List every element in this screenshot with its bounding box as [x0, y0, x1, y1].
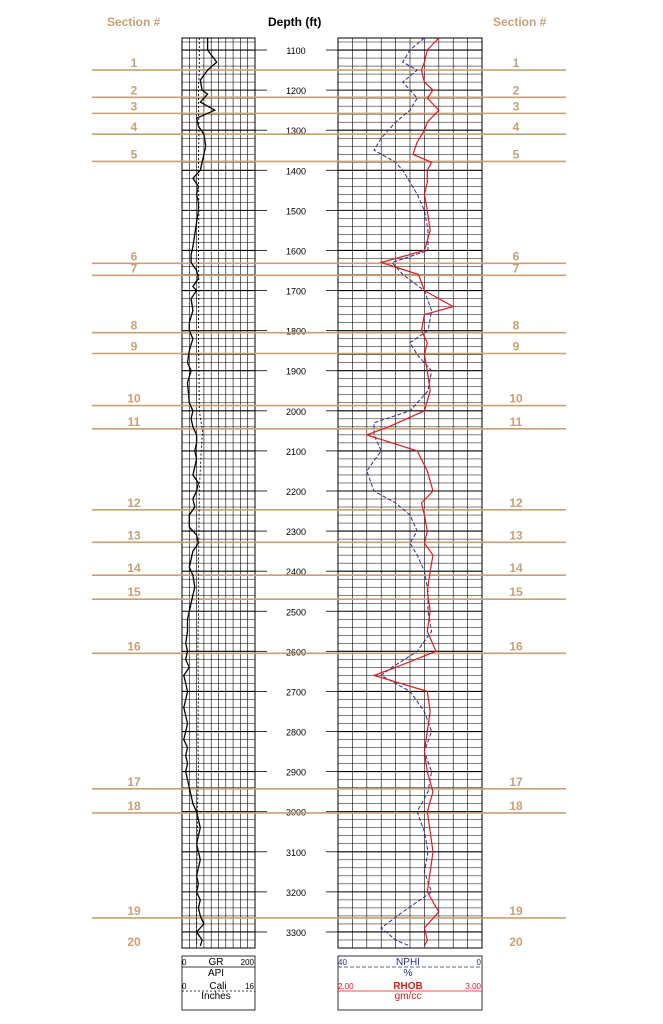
section-label-right-12: 12: [509, 496, 523, 510]
rhob-left-label: 2.00: [338, 982, 354, 991]
nphi-left-label: 40: [338, 958, 347, 967]
cali-min-label: 0: [182, 982, 187, 991]
section-label-left-11: 11: [128, 415, 141, 429]
section-label-left-14: 14: [127, 561, 141, 575]
section-label-right-18: 18: [509, 799, 523, 813]
depth-tick-label: 3100: [286, 848, 306, 858]
section-label-right-5: 5: [513, 147, 520, 161]
depth-tick-label: 1400: [286, 166, 306, 176]
depth-tick-label: 1500: [286, 206, 306, 216]
depth-tick-label: 2700: [286, 687, 306, 697]
depth-tick-label: 1700: [286, 287, 306, 297]
section-header-right: Section #: [493, 15, 547, 29]
section-label-left-9: 9: [131, 339, 138, 353]
section-label-right-4: 4: [513, 120, 520, 134]
depth-tick-label: 1600: [286, 246, 306, 256]
section-label-right-19: 19: [509, 904, 523, 918]
section-label-right-20: 20: [509, 935, 523, 949]
section-label-right-2: 2: [513, 83, 520, 97]
section-label-left-1: 1: [131, 56, 138, 70]
section-label-right-16: 16: [509, 639, 523, 653]
rhob-label: RHOB: [393, 981, 422, 992]
depth-tick-label: 1900: [286, 367, 306, 377]
rhob-curve: [364, 37, 455, 947]
section-label-left-17: 17: [127, 775, 141, 789]
depth-tick-label: 2400: [286, 567, 306, 577]
gr-curve: [183, 38, 218, 947]
section-label-left-18: 18: [127, 799, 141, 813]
depth-tick-label: 2500: [286, 607, 306, 617]
section-label-right-7: 7: [513, 261, 520, 275]
cali-unit-label: Inches: [201, 991, 230, 1002]
cali-curve: [196, 38, 203, 946]
section-label-right-11: 11: [510, 415, 523, 429]
section-label-right-14: 14: [509, 561, 523, 575]
depth-tick-label: 2600: [286, 647, 306, 657]
section-label-right-3: 3: [513, 99, 520, 113]
section-label-right-6: 6: [513, 249, 520, 263]
depth-tick-label: 1300: [286, 126, 306, 136]
track2-footer-frame: [337, 955, 483, 1011]
section-label-left-8: 8: [131, 319, 138, 333]
gr-max-label: 200: [241, 958, 255, 967]
depth-tick-label: 1100: [286, 46, 305, 56]
section-label-left-13: 13: [127, 528, 141, 542]
depth-tick-label: 2200: [286, 487, 306, 497]
depth-tick-label: 2000: [286, 407, 306, 417]
section-label-left-20: 20: [127, 935, 141, 949]
depth-tick-label: 1200: [286, 86, 306, 96]
gr-unit-label: API: [208, 968, 224, 979]
depth-tick-label: 3300: [286, 928, 306, 938]
section-label-left-4: 4: [131, 120, 138, 134]
depth-tick-label: 3200: [286, 888, 306, 898]
section-label-right-10: 10: [509, 392, 523, 406]
depth-header: Depth (ft): [268, 15, 322, 29]
section-label-left-5: 5: [131, 147, 138, 161]
gr-cali-footer: 0 GR 200 API 0 Cali 16 Inches: [182, 957, 255, 1002]
track1-footer-frame: [181, 955, 256, 1011]
section-label-right-13: 13: [509, 528, 523, 542]
nphi-label: NPHI: [396, 957, 420, 968]
gr-min-label: 0: [182, 958, 187, 967]
section-label-left-10: 10: [127, 392, 141, 406]
section-label-right-15: 15: [509, 585, 523, 599]
section-label-left-15: 15: [127, 585, 141, 599]
depth-tick-label: 2800: [286, 728, 306, 738]
depth-tick-label: 2900: [286, 768, 306, 778]
section-label-left-2: 2: [131, 83, 138, 97]
section-label-right-8: 8: [513, 319, 520, 333]
grid-layer: [181, 37, 483, 1011]
depth-tick-label: 2100: [286, 447, 306, 457]
rhob-unit-label: gm/cc: [395, 991, 422, 1002]
nphi-curve: [366, 37, 433, 947]
section-label-left-3: 3: [131, 99, 138, 113]
section-label-left-12: 12: [127, 496, 141, 510]
gr-label: GR: [209, 957, 224, 968]
section-header-left: Section #: [107, 15, 161, 29]
depth-tick-label: 1800: [286, 327, 306, 337]
depth-tick-label: 2300: [286, 527, 306, 537]
section-label-right-17: 17: [509, 775, 523, 789]
section-label-left-16: 16: [127, 639, 141, 653]
nphi-unit-label: %: [404, 968, 413, 979]
section-label-left-19: 19: [127, 904, 141, 918]
section-label-left-7: 7: [131, 261, 138, 275]
nphi-right-label: 0: [477, 958, 482, 967]
cali-max-label: 16: [245, 982, 254, 991]
section-label-right-9: 9: [513, 339, 520, 353]
cali-label: Cali: [209, 981, 226, 992]
rhob-right-label: 3.00: [465, 982, 481, 991]
nphi-rhob-footer: 40 NPHI 0 % 2.00 RHOB 3.00 gm/cc: [338, 957, 482, 1002]
section-label-right-1: 1: [513, 56, 520, 70]
section-label-left-6: 6: [131, 249, 138, 263]
